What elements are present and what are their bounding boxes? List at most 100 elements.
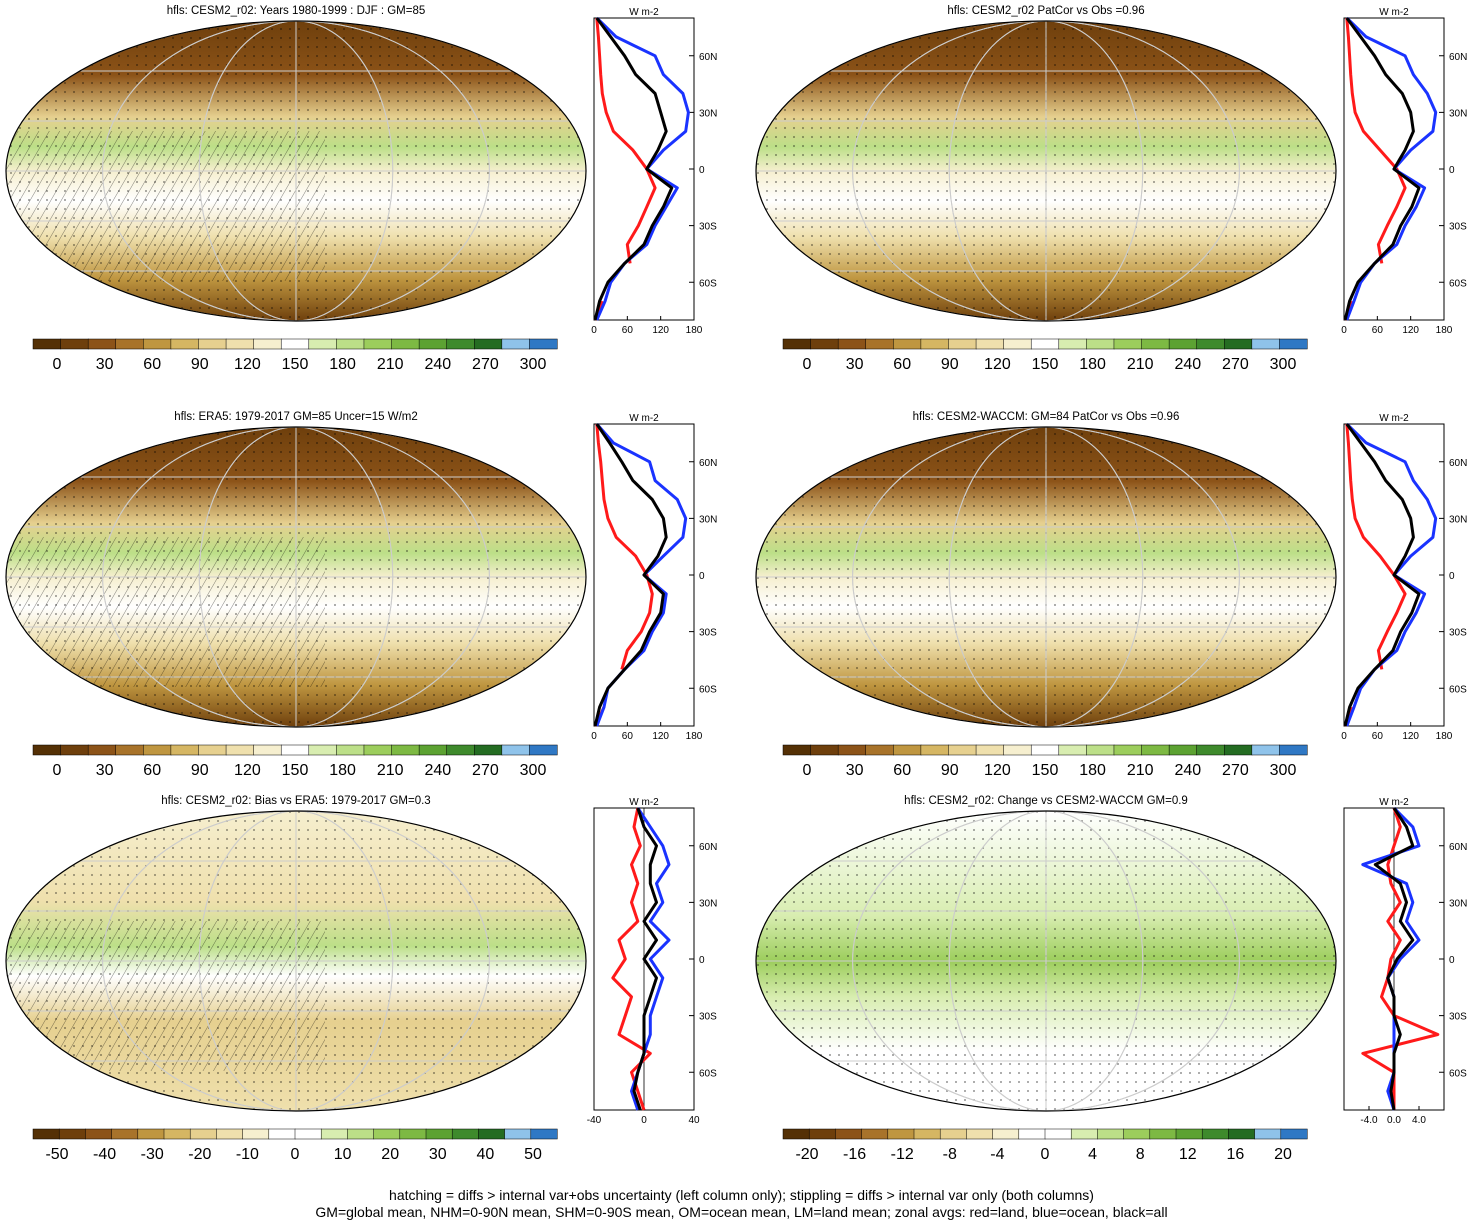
zonal-mean-plot: W m-2 60N 30N 0 30S 60S -40 0 40 bbox=[587, 797, 718, 1126]
zonal-lat-tick: 60N bbox=[1449, 842, 1467, 853]
colorbar-tick-label: 300 bbox=[1270, 762, 1297, 779]
zonal-x-tick: 120 bbox=[1402, 325, 1419, 336]
zonal-unit-label: W m-2 bbox=[1379, 413, 1409, 424]
zonal-lat-tick: 30N bbox=[1449, 514, 1467, 525]
map-border bbox=[5, 20, 587, 322]
colorbar-swatch bbox=[451, 1128, 479, 1140]
colorbar-swatch bbox=[1168, 338, 1198, 350]
zonal-lat-tick: 30S bbox=[1449, 1012, 1467, 1023]
colorbar-tick-label: -12 bbox=[891, 1146, 914, 1163]
colorbar-tick-label: 180 bbox=[329, 762, 356, 779]
colorbar-swatch bbox=[85, 1128, 113, 1140]
colorbar-swatch bbox=[60, 744, 89, 756]
panel-6: hfls: CESM2_r02: Change vs CESM2-WACCM G… bbox=[755, 795, 1467, 1163]
colorbar-swatch bbox=[835, 1128, 863, 1140]
colorbar-tick-label: 150 bbox=[1032, 356, 1059, 373]
zonal-x-tick: 120 bbox=[652, 325, 669, 336]
map-field bbox=[6, 427, 586, 727]
colorbar-swatch bbox=[810, 744, 839, 756]
map-field bbox=[756, 21, 1336, 321]
colorbar-swatch bbox=[920, 744, 950, 756]
colorbar: 0 30 60 90 120 150 180 210 240 270 300 bbox=[32, 338, 558, 373]
map-border bbox=[5, 810, 587, 1112]
colorbar-tick-label: 60 bbox=[893, 762, 911, 779]
colorbar-tick-label: 60 bbox=[893, 356, 911, 373]
colorbar-tick-label: 90 bbox=[191, 762, 209, 779]
colorbar-swatch bbox=[808, 1128, 836, 1140]
zonal-mean-plot: W m-2 60N 30N 0 30S 60S -4.0 0.0 4.0 bbox=[1343, 797, 1467, 1126]
zonal-x-tick: 0 bbox=[591, 731, 597, 742]
colorbar-swatch bbox=[399, 1128, 427, 1140]
colorbar-tick-label: 270 bbox=[1222, 356, 1249, 373]
colorbar-swatch bbox=[893, 338, 922, 350]
colorbar-swatch bbox=[225, 744, 255, 756]
zonal-x-tick: -4.0 bbox=[1360, 1115, 1378, 1126]
colorbar-tick-label: 150 bbox=[282, 356, 309, 373]
colorbar-tick-label: 0 bbox=[53, 762, 62, 779]
panel-5: hfls: CESM2_r02: Bias vs ERA5: 1979-2017… bbox=[5, 795, 718, 1163]
zonal-lat-tick: 30N bbox=[699, 898, 717, 909]
colorbar-swatch bbox=[253, 744, 282, 756]
zonal-mean-plot: W m-2 60N 30N 0 30S 60S 0 60 120 180 bbox=[591, 7, 717, 336]
colorbar-swatch bbox=[1058, 338, 1087, 350]
colorbar-swatch bbox=[810, 338, 839, 350]
colorbar-swatch bbox=[478, 1128, 506, 1140]
colorbar-swatch bbox=[253, 338, 282, 350]
panel-title: hfls: CESM2_r02 PatCor vs Obs =0.96 bbox=[947, 5, 1144, 17]
colorbar-tick-label: 180 bbox=[329, 356, 356, 373]
zonal-lat-tick: 60N bbox=[699, 842, 717, 853]
colorbar-tick-label: -8 bbox=[943, 1146, 957, 1163]
colorbar-swatch bbox=[948, 338, 977, 350]
zonal-x-tick: 180 bbox=[1436, 731, 1453, 742]
map-field bbox=[756, 427, 1336, 727]
colorbar-tick-label: 0 bbox=[291, 1146, 300, 1163]
colorbar-tick-label: 210 bbox=[377, 356, 404, 373]
panel-2: hfls: CESM2_r02 PatCor vs Obs =0.96 0 30 60… bbox=[755, 5, 1467, 373]
zonal-lat-tick: 0 bbox=[1449, 165, 1455, 176]
colorbar-tick-label: 210 bbox=[1127, 356, 1154, 373]
colorbar-swatch bbox=[1279, 744, 1308, 756]
colorbar-tick-label: -4 bbox=[990, 1146, 1004, 1163]
colorbar-tick-label: 20 bbox=[381, 1146, 399, 1163]
colorbar-swatch bbox=[1070, 1128, 1098, 1140]
colorbar-tick-label: 210 bbox=[1127, 762, 1154, 779]
zonal-lat-tick: 30N bbox=[1449, 108, 1467, 119]
colorbar-swatch bbox=[920, 338, 950, 350]
colorbar-swatch bbox=[336, 338, 365, 350]
colorbar-swatch bbox=[529, 338, 558, 350]
zonal-lat-tick: 0 bbox=[1449, 571, 1455, 582]
colorbar-swatch bbox=[501, 744, 530, 756]
colorbar-swatch bbox=[347, 1128, 375, 1140]
colorbar-swatch bbox=[418, 338, 448, 350]
colorbar-swatch bbox=[1224, 744, 1253, 756]
colorbar-swatch bbox=[1113, 338, 1143, 350]
colorbar-tick-label: 90 bbox=[941, 356, 959, 373]
colorbar-swatch bbox=[966, 1128, 994, 1140]
colorbar: 0 30 60 90 120 150 180 210 240 270 300 bbox=[782, 338, 1308, 373]
colorbar-swatch bbox=[865, 744, 894, 756]
colorbar-tick-label: 120 bbox=[234, 762, 261, 779]
zonal-lat-tick: 30S bbox=[1449, 222, 1467, 233]
colorbar-swatch bbox=[115, 744, 144, 756]
colorbar-tick-label: 120 bbox=[984, 356, 1011, 373]
colorbar-tick-label: 300 bbox=[520, 762, 547, 779]
colorbar-tick-label: 12 bbox=[1179, 1146, 1197, 1163]
colorbar-swatch bbox=[363, 338, 393, 350]
colorbar-tick-label: 120 bbox=[984, 762, 1011, 779]
colorbar-swatch bbox=[280, 744, 310, 756]
colorbar-swatch bbox=[474, 338, 503, 350]
colorbar-swatch bbox=[198, 744, 227, 756]
colorbar-swatch bbox=[1149, 1128, 1177, 1140]
zonal-lat-tick: 0 bbox=[699, 571, 705, 582]
colorbar-swatch bbox=[111, 1128, 139, 1140]
colorbar-tick-label: -50 bbox=[45, 1146, 68, 1163]
zonal-mean-plot: W m-2 60N 30N 0 30S 60S 0 60 120 180 bbox=[591, 413, 717, 742]
colorbar-swatch bbox=[87, 338, 117, 350]
zonal-x-tick: 60 bbox=[1372, 731, 1384, 742]
zonal-mean-plot: W m-2 60N 30N 0 30S 60S 0 60 120 180 bbox=[1341, 413, 1467, 742]
colorbar-tick-label: 0 bbox=[803, 356, 812, 373]
colorbar-swatch bbox=[225, 338, 255, 350]
colorbar-tick-label: 0 bbox=[803, 762, 812, 779]
colorbar-swatch bbox=[58, 1128, 86, 1140]
map-border bbox=[755, 426, 1337, 728]
